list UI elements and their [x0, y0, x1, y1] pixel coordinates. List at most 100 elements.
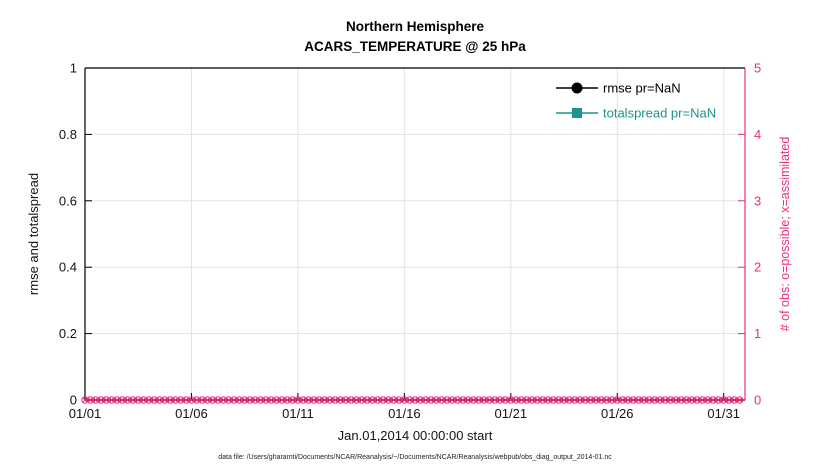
possible-obs-marker	[272, 396, 281, 404]
left-y-tick-label: 0	[70, 393, 77, 408]
assimilated-obs-marker	[231, 397, 237, 403]
possible-obs-marker	[219, 396, 228, 404]
possible-obs-marker	[91, 396, 100, 404]
assimilated-obs-marker	[359, 397, 365, 403]
possible-obs-marker	[539, 396, 547, 404]
possible-obs-marker	[704, 396, 712, 404]
possible-obs-marker	[437, 396, 446, 404]
possible-obs-marker	[161, 396, 169, 404]
assimilated-obs-marker	[109, 397, 115, 403]
possible-obs-marker	[709, 396, 717, 404]
assimilated-obs-marker	[98, 397, 104, 403]
possible-obs-marker	[294, 396, 302, 404]
possible-obs-marker	[203, 396, 212, 404]
legend-label-rmse: rmse pr=NaN	[603, 81, 681, 96]
x-tick-label: 01/21	[495, 406, 528, 421]
possible-obs-marker	[491, 396, 499, 404]
assimilated-obs-marker	[636, 397, 642, 403]
possible-obs-marker	[400, 396, 409, 404]
possible-obs-marker	[145, 396, 153, 404]
assimilated-obs-marker	[625, 397, 631, 403]
assimilated-obs-marker	[545, 397, 551, 403]
x-tick-label: 01/11	[282, 406, 314, 421]
possible-obs-marker	[485, 396, 494, 404]
right-y-tick-label: 4	[754, 127, 761, 142]
possible-obs-marker	[384, 396, 393, 404]
assimilated-obs-marker	[683, 397, 689, 403]
possible-obs-marker	[251, 396, 260, 404]
assimilated-obs-marker	[444, 397, 450, 403]
left-y-tick-label: 0.8	[59, 127, 77, 142]
possible-obs-marker	[528, 396, 536, 404]
assimilated-obs-marker	[199, 397, 205, 403]
possible-obs-marker	[299, 396, 307, 404]
assimilated-obs-marker	[588, 397, 594, 403]
left-y-tick-label: 0.2	[59, 326, 77, 341]
assimilated-obs-marker	[375, 397, 381, 403]
assimilated-obs-marker	[726, 397, 732, 403]
possible-obs-marker	[225, 396, 233, 404]
x-tick-label: 01/06	[175, 406, 208, 421]
assimilated-obs-marker	[577, 397, 583, 403]
possible-obs-marker	[150, 396, 158, 404]
possible-obs-marker	[517, 396, 526, 404]
assimilated-obs-marker	[715, 397, 721, 403]
possible-obs-marker	[448, 396, 456, 404]
assimilated-obs-marker	[306, 397, 312, 403]
assimilated-obs-marker	[215, 397, 221, 403]
possible-obs-marker	[347, 396, 355, 404]
assimilated-obs-marker	[167, 397, 173, 403]
possible-obs-marker	[443, 396, 451, 404]
possible-obs-marker	[629, 396, 637, 404]
possible-obs-marker	[720, 396, 728, 404]
assimilated-obs-marker	[173, 397, 178, 403]
possible-obs-marker	[198, 396, 206, 404]
assimilated-obs-marker	[322, 397, 327, 403]
assimilated-obs-marker	[710, 397, 716, 403]
possible-obs-marker	[342, 396, 350, 404]
assimilated-obs-marker	[348, 397, 354, 403]
assimilated-obs-marker	[274, 397, 280, 403]
assimilated-obs-marker	[689, 397, 695, 403]
assimilated-obs-marker	[534, 397, 540, 403]
possible-obs-marker	[262, 396, 270, 404]
possible-obs-marker	[182, 396, 190, 404]
possible-obs-marker	[432, 396, 440, 404]
possible-obs-marker	[209, 396, 217, 404]
assimilated-obs-marker	[668, 397, 673, 403]
legend-marker-circle-icon	[571, 82, 583, 94]
possible-obs-marker	[730, 396, 739, 404]
possible-obs-marker	[624, 396, 632, 404]
possible-obs-marker	[544, 396, 552, 404]
assimilated-obs-marker	[598, 397, 604, 403]
possible-obs-marker	[129, 396, 137, 404]
left-y-axis-label: rmse and totalspread	[26, 173, 41, 295]
possible-obs-marker	[693, 396, 701, 404]
grid-layer: 01/01 01/06 01/11 01/16 01/21 01/26 01/31 0 0.2 0…	[59, 61, 761, 422]
assimilated-obs-marker	[295, 397, 301, 403]
assimilated-obs-marker	[641, 397, 647, 403]
assimilated-obs-marker	[87, 397, 93, 403]
possible-obs-marker	[570, 396, 579, 404]
assimilated-obs-marker	[721, 397, 727, 403]
assimilated-obs-marker	[705, 397, 711, 403]
possible-obs-marker	[278, 396, 286, 404]
possible-obs-marker	[602, 396, 611, 404]
possible-obs-marker	[283, 396, 291, 404]
assimilated-obs-marker	[327, 397, 333, 403]
assimilated-obs-marker	[652, 397, 657, 403]
possible-obs-marker	[411, 396, 419, 404]
legend-marker-square-icon	[572, 108, 582, 118]
assimilated-obs-marker	[220, 397, 226, 403]
possible-obs-marker	[320, 396, 329, 404]
assimilated-obs-marker	[338, 397, 343, 403]
x-axis-label: Jan.01,2014 00:00:00 start	[338, 428, 493, 443]
assimilated-obs-marker	[82, 397, 88, 403]
assimilated-obs-marker	[103, 397, 109, 403]
possible-obs-marker	[523, 396, 531, 404]
possible-obs-marker	[390, 396, 398, 404]
possible-obs-marker	[475, 396, 483, 404]
assimilated-obs-marker	[343, 397, 349, 403]
assimilated-obs-marker	[529, 397, 535, 403]
